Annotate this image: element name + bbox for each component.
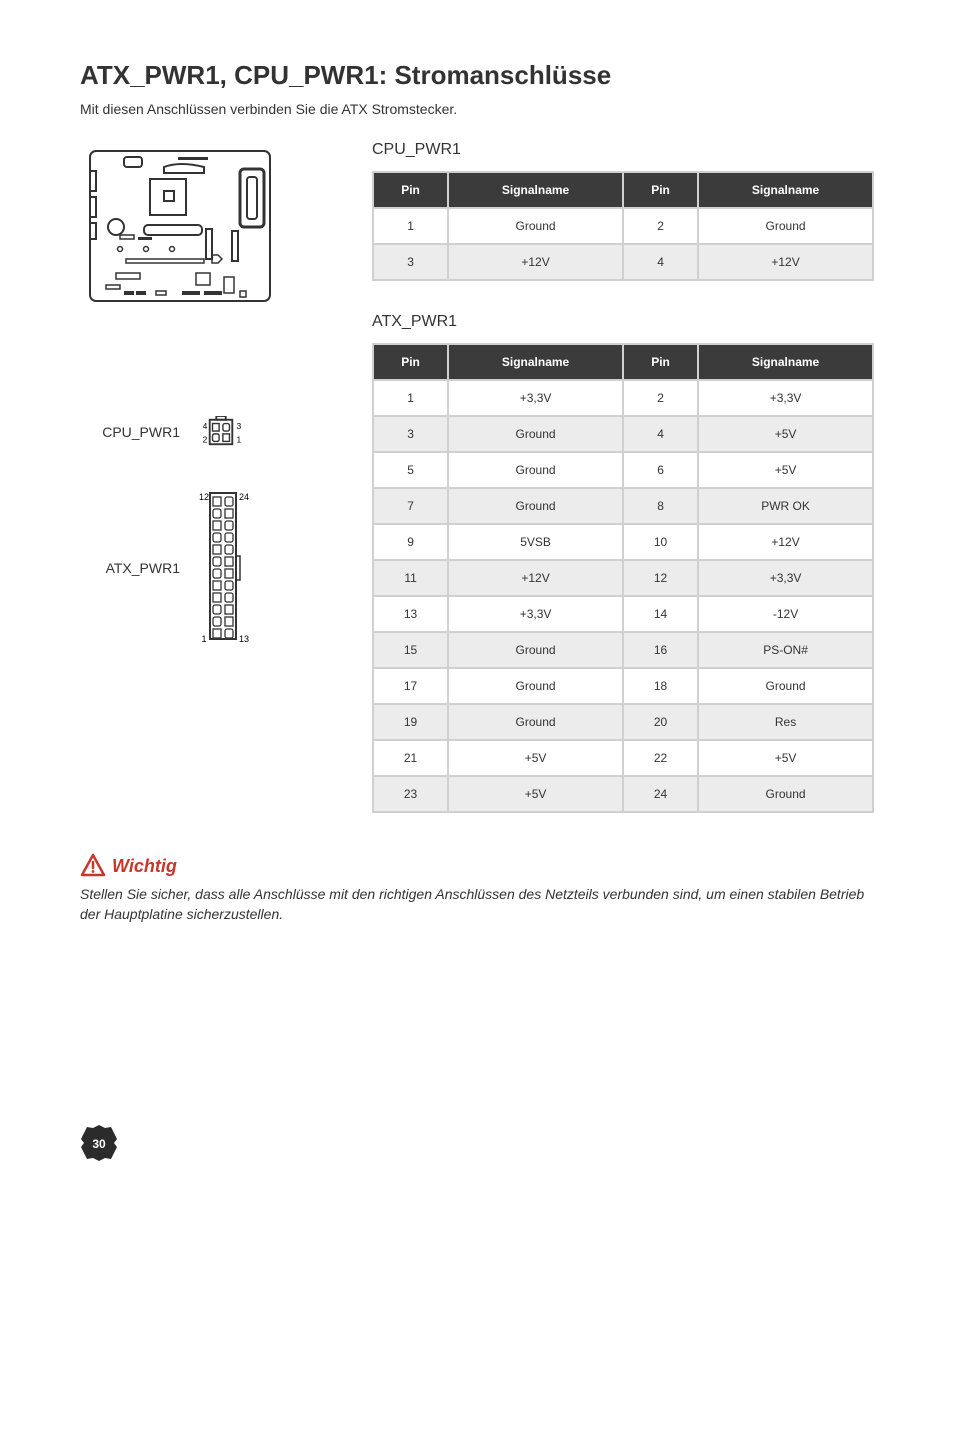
table-row: 23+5V24Ground: [373, 776, 873, 812]
svg-text:24: 24: [239, 492, 249, 502]
table-row: 1+3,3V2+3,3V: [373, 380, 873, 416]
warning-icon: [80, 853, 106, 879]
wichtig-text: Stellen Sie sicher, dass alle Anschlüsse…: [80, 885, 874, 924]
svg-text:12: 12: [199, 492, 209, 502]
table-row: 15Ground16PS-ON#: [373, 632, 873, 668]
table-row: 95VSB10+12V: [373, 524, 873, 560]
svg-text:2: 2: [203, 434, 208, 444]
motherboard-diagram: [80, 141, 280, 311]
cpu-pwr-connector-icon: 4 2 3 1: [196, 416, 246, 448]
atx-pwr-connector-icon: 12 24 1 13: [196, 488, 251, 648]
svg-text:3: 3: [237, 421, 242, 431]
page-subtitle: Mit diesen Anschlüssen verbinden Sie die…: [80, 101, 874, 117]
table-row: 7Ground8PWR OK: [373, 488, 873, 524]
col-signal: Signalname: [698, 344, 873, 380]
table-row: 19Ground20Res: [373, 704, 873, 740]
col-pin: Pin: [373, 172, 448, 208]
page-number-badge: 30: [80, 1124, 118, 1162]
svg-text:1: 1: [237, 434, 242, 444]
col-pin: Pin: [623, 344, 698, 380]
atx-pwr-table-title: ATX_PWR1: [372, 313, 874, 331]
col-signal: Signalname: [698, 172, 873, 208]
table-row: 13+3,3V14-12V: [373, 596, 873, 632]
svg-text:1: 1: [201, 634, 206, 644]
svg-text:4: 4: [203, 421, 208, 431]
page-heading: ATX_PWR1, CPU_PWR1: Stromanschlüsse: [80, 60, 874, 91]
table-row: 5Ground6+5V: [373, 452, 873, 488]
atx-pwr-table: Pin Signalname Pin Signalname 1+3,3V2+3,…: [372, 343, 874, 813]
cpu-pwr-table-title: CPU_PWR1: [372, 141, 874, 159]
col-signal: Signalname: [448, 344, 623, 380]
table-row: 11+12V12+3,3V: [373, 560, 873, 596]
table-row: 1Ground2Ground: [373, 208, 873, 244]
atx-pwr-connector-label: ATX_PWR1: [80, 560, 180, 576]
wichtig-title: Wichtig: [112, 856, 177, 877]
svg-text:30: 30: [92, 1137, 106, 1151]
table-row: 3Ground4+5V: [373, 416, 873, 452]
table-row: 3+12V4+12V: [373, 244, 873, 280]
cpu-pwr-connector-label: CPU_PWR1: [80, 424, 180, 440]
col-pin: Pin: [623, 172, 698, 208]
col-signal: Signalname: [448, 172, 623, 208]
table-row: 21+5V22+5V: [373, 740, 873, 776]
cpu-pwr-table: Pin Signalname Pin Signalname 1Ground2Gr…: [372, 171, 874, 281]
table-row: 17Ground18Ground: [373, 668, 873, 704]
svg-text:13: 13: [239, 634, 249, 644]
col-pin: Pin: [373, 344, 448, 380]
